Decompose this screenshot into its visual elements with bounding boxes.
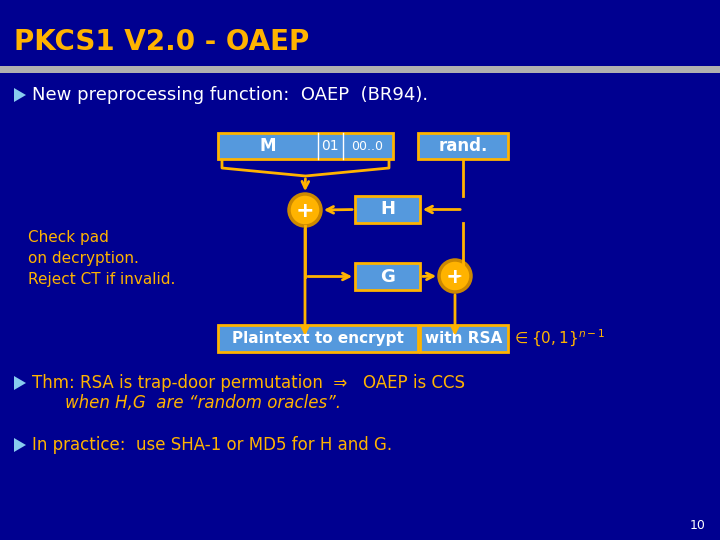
Text: with RSA: with RSA bbox=[426, 331, 503, 346]
Bar bbox=[218, 325, 418, 352]
Text: Thm: RSA is trap-door permutation  ⇒   OAEP is CCS: Thm: RSA is trap-door permutation ⇒ OAEP… bbox=[32, 374, 465, 392]
Text: Plaintext to encrypt: Plaintext to encrypt bbox=[232, 331, 404, 346]
Text: when H,G  are “random oracles”.: when H,G are “random oracles”. bbox=[65, 394, 341, 412]
Text: New preprocessing function:  OAEP  (BR94).: New preprocessing function: OAEP (BR94). bbox=[32, 86, 428, 104]
Bar bbox=[0, 66, 720, 73]
Polygon shape bbox=[14, 376, 26, 390]
Text: +: + bbox=[296, 201, 315, 221]
Bar bbox=[355, 196, 420, 223]
Text: PKCS1 V2.0 - OAEP: PKCS1 V2.0 - OAEP bbox=[14, 28, 310, 56]
Text: Check pad
on decryption.
Reject CT if invalid.: Check pad on decryption. Reject CT if in… bbox=[28, 230, 176, 287]
Bar bbox=[218, 133, 393, 159]
Circle shape bbox=[289, 194, 321, 226]
Text: $\in\{0,1\}^{n-1}$: $\in\{0,1\}^{n-1}$ bbox=[512, 328, 606, 349]
Bar bbox=[0, 0, 720, 65]
Text: G: G bbox=[380, 267, 395, 286]
Text: 00..0: 00..0 bbox=[351, 139, 383, 152]
Text: 01: 01 bbox=[321, 139, 339, 153]
Text: M: M bbox=[260, 137, 276, 155]
Bar bbox=[420, 325, 508, 352]
Text: 10: 10 bbox=[690, 519, 706, 532]
Polygon shape bbox=[14, 88, 26, 102]
Text: H: H bbox=[380, 200, 395, 219]
Text: In practice:  use SHA-1 or MD5 for H and G.: In practice: use SHA-1 or MD5 for H and … bbox=[32, 436, 392, 454]
Bar bbox=[355, 263, 420, 290]
Circle shape bbox=[439, 260, 471, 292]
Text: rand.: rand. bbox=[438, 137, 487, 155]
Text: +: + bbox=[446, 267, 464, 287]
Bar bbox=[418, 133, 508, 159]
Polygon shape bbox=[14, 438, 26, 452]
